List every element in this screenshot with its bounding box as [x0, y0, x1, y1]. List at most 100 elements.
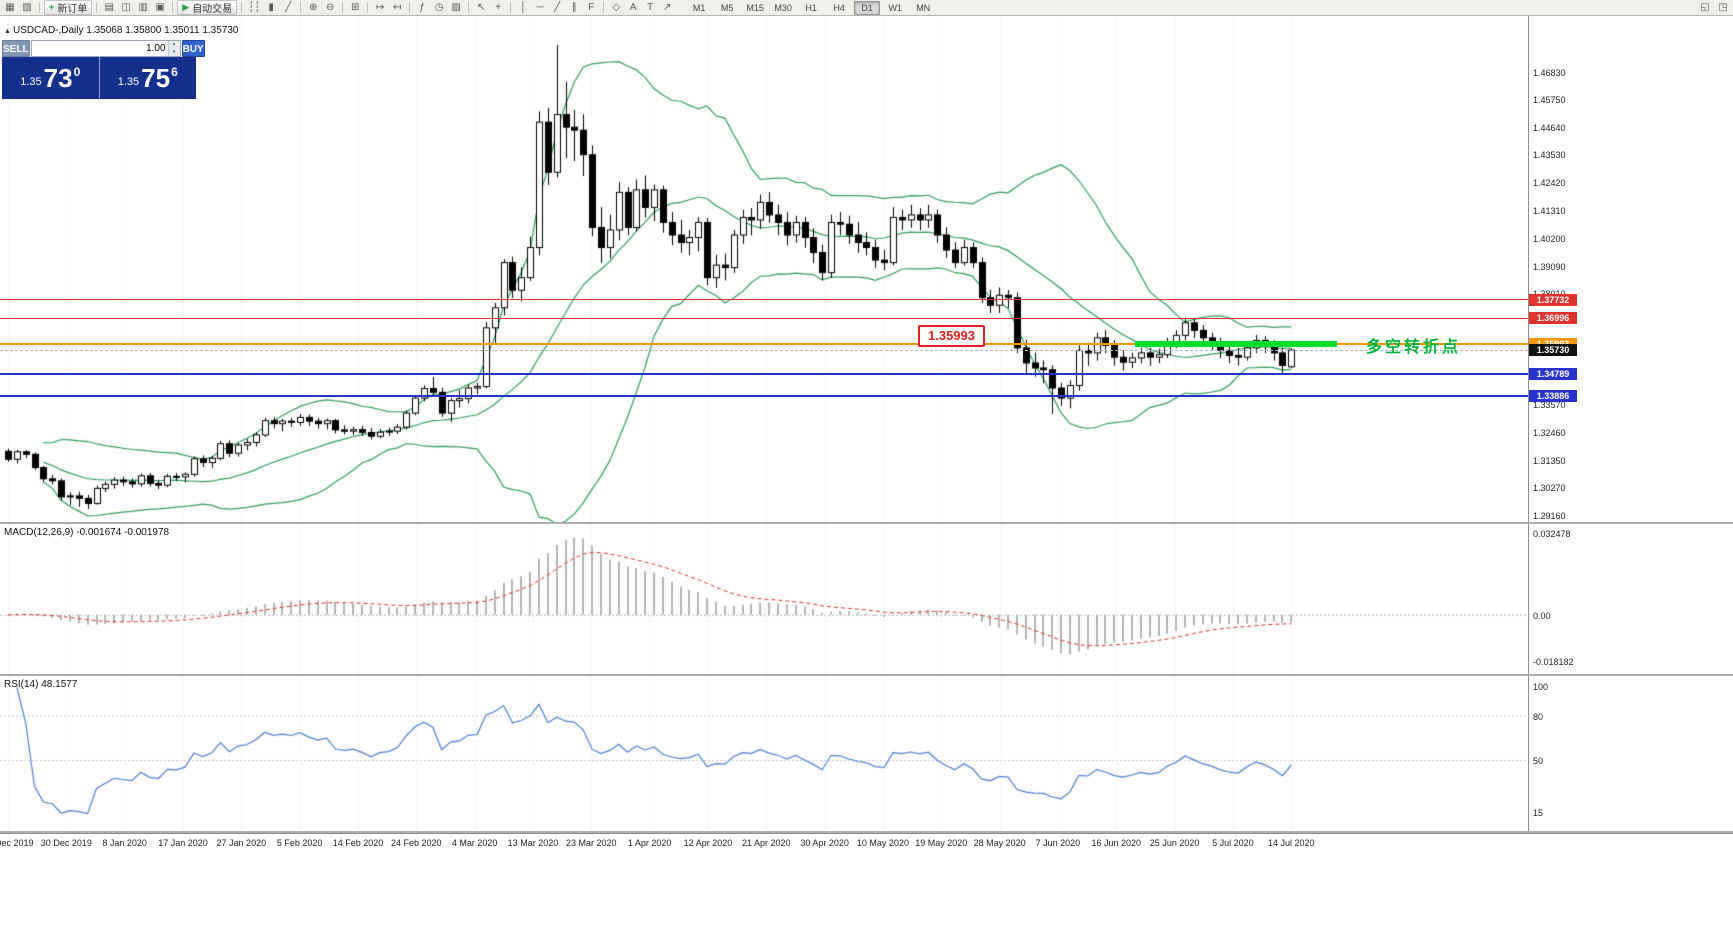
time-axis-label: 8 Jan 2020: [102, 838, 147, 848]
cursor-icon[interactable]: ↖: [476, 2, 486, 13]
arrows-icon[interactable]: ↗: [662, 2, 672, 13]
dock-window-icon[interactable]: ◱: [1700, 2, 1710, 13]
line-chart-icon[interactable]: ╱: [285, 2, 292, 13]
pane-separator-bottom: [0, 831, 1733, 833]
buy-button[interactable]: BUY: [181, 40, 205, 57]
window-layout-icon[interactable]: ◳: [1718, 2, 1728, 13]
terminal-icon[interactable]: ▣: [155, 2, 165, 13]
timeframe-m30[interactable]: M30: [774, 2, 792, 13]
chart-shift-icon[interactable]: ↤: [392, 2, 402, 13]
new-order-label: 新订单: [57, 4, 88, 15]
pivot-highlight-line[interactable]: [1135, 340, 1337, 347]
macd-axis-tick: 0.00: [1533, 610, 1551, 621]
candlestick-chart-icon[interactable]: ▮: [268, 2, 274, 13]
pane-separator-rsi[interactable]: [0, 674, 1733, 676]
horizontal-level-line[interactable]: [0, 372, 1528, 375]
timeframe-h4[interactable]: H4: [833, 2, 845, 13]
toolbar-separator: [300, 2, 302, 13]
pane-separator-macd[interactable]: [0, 522, 1733, 524]
time-axis-label: 13 Mar 2020: [507, 838, 559, 848]
price-axis-divider: [1528, 16, 1529, 833]
price-axis-tick: 1.42420: [1533, 178, 1566, 189]
pivot-annotation[interactable]: 多空转折点: [1366, 338, 1462, 356]
toolbar-separator: [39, 2, 40, 13]
volume-input[interactable]: [31, 41, 168, 56]
buy-price-big: 75: [141, 62, 171, 93]
profiles-icon[interactable]: ▧: [22, 2, 32, 13]
price-axis-tick: 1.39090: [1533, 261, 1566, 272]
equidistant-channel-icon[interactable]: ∥: [571, 2, 577, 13]
market-watch-icon[interactable]: ▤: [104, 2, 114, 13]
horizontal-level-line[interactable]: [0, 317, 1528, 319]
time-axis-label: 30 Dec 2019: [40, 838, 92, 848]
autotrading-button[interactable]: ▶ 自动交易: [177, 0, 238, 15]
volume-up-icon[interactable]: ▴: [168, 41, 180, 49]
time-axis-label: 12 Apr 2020: [683, 838, 733, 848]
timeframe-d1[interactable]: D1: [854, 0, 881, 15]
data-window-icon[interactable]: ◫: [121, 2, 131, 13]
toolbar-right-group: ◱ ◳: [1697, 1, 1731, 14]
price-axis-tick: 1.33570: [1533, 400, 1566, 411]
tile-windows-icon[interactable]: ⊞: [350, 2, 360, 13]
sell-price-pip: 0: [73, 65, 81, 79]
autotrading-label: 自动交易: [192, 4, 233, 15]
horizontal-level-line[interactable]: [0, 395, 1528, 398]
sell-button[interactable]: SELL: [2, 40, 30, 57]
timeframe-m1[interactable]: M1: [692, 2, 706, 13]
zoom-in-icon[interactable]: ⊕: [308, 2, 318, 13]
zoom-out-icon[interactable]: ⊖: [325, 2, 335, 13]
rsi-indicator-label: RSI(14) 48.1577: [4, 679, 78, 690]
chart-plot[interactable]: [0, 0, 1528, 860]
timeframe-mn[interactable]: MN: [916, 2, 931, 13]
rsi-axis-tick: 15: [1533, 807, 1544, 818]
toolbar-separator: [510, 2, 512, 13]
time-axis-label: 20 Dec 2019: [0, 838, 34, 848]
sell-price-panel[interactable]: 1.35 73 0: [2, 57, 99, 99]
navigator-icon[interactable]: ▥: [138, 2, 148, 13]
timeframe-w1[interactable]: W1: [888, 2, 902, 13]
timeframe-m5[interactable]: M5: [720, 2, 734, 13]
fibonacci-icon[interactable]: F: [588, 2, 595, 13]
time-axis-label: 23 Mar 2020: [566, 838, 617, 848]
timeframe-m15[interactable]: M15: [746, 2, 764, 13]
volume-field: ▴ ▾: [30, 40, 181, 57]
price-axis-tick: 1.32460: [1533, 428, 1566, 439]
indicators-icon[interactable]: ƒ: [419, 2, 425, 13]
time-axis-label: 7 Jun 2020: [1035, 838, 1081, 848]
new-order-icon: +: [49, 2, 55, 12]
toolbar-separator: [468, 2, 470, 13]
text-label-icon[interactable]: T: [647, 2, 654, 13]
horizontal-level-line[interactable]: [0, 299, 1528, 301]
time-axis-label: 27 Jan 2020: [216, 838, 267, 848]
level-price-label: 1.36996: [1529, 312, 1577, 325]
crosshair-icon[interactable]: +: [495, 2, 502, 13]
new-chart-icon[interactable]: ▦: [5, 2, 15, 13]
timeframe-h1[interactable]: H1: [805, 2, 817, 13]
volume-down-icon[interactable]: ▾: [168, 48, 180, 56]
price-axis-tick: 1.40200: [1533, 234, 1566, 245]
periods-icon[interactable]: ◷: [434, 2, 444, 13]
auto-scroll-icon[interactable]: ↦: [375, 2, 385, 13]
sell-price-big: 73: [43, 62, 73, 93]
rsi-axis-tick: 50: [1533, 756, 1544, 767]
vertical-line-icon[interactable]: │: [520, 2, 527, 13]
buy-price-prefix: 1.35: [117, 76, 140, 88]
price-axis-tick: 1.30270: [1533, 483, 1566, 494]
horizontal-line-icon[interactable]: ─: [536, 2, 544, 13]
shapes-icon[interactable]: ◇: [612, 2, 621, 13]
level-price-label: 1.33886: [1529, 390, 1577, 403]
buy-price-panel[interactable]: 1.35 75 6: [100, 57, 197, 99]
time-axis[interactable]: 20 Dec 2019 30 Dec 2019 8 Jan 2020 17 Jan 2…: [0, 833, 1733, 854]
autotrading-icon: ▶: [182, 2, 190, 12]
new-order-button[interactable]: + 新订单: [44, 0, 93, 15]
horizontal-level-line[interactable]: [0, 342, 1528, 345]
text-icon[interactable]: A: [629, 2, 637, 13]
price-search-tag[interactable]: 1.35993: [918, 324, 985, 347]
time-axis-label: 25 Jun 2020: [1149, 838, 1200, 848]
bar-chart-icon[interactable]: ┆┆: [248, 2, 261, 13]
trendline-icon[interactable]: ╱: [554, 2, 561, 13]
templates-icon[interactable]: ▨: [451, 2, 461, 13]
time-axis-label: 1 Apr 2020: [627, 838, 672, 848]
time-axis-label: 21 Apr 2020: [742, 838, 791, 848]
time-axis-label: 5 Feb 2020: [276, 838, 323, 848]
